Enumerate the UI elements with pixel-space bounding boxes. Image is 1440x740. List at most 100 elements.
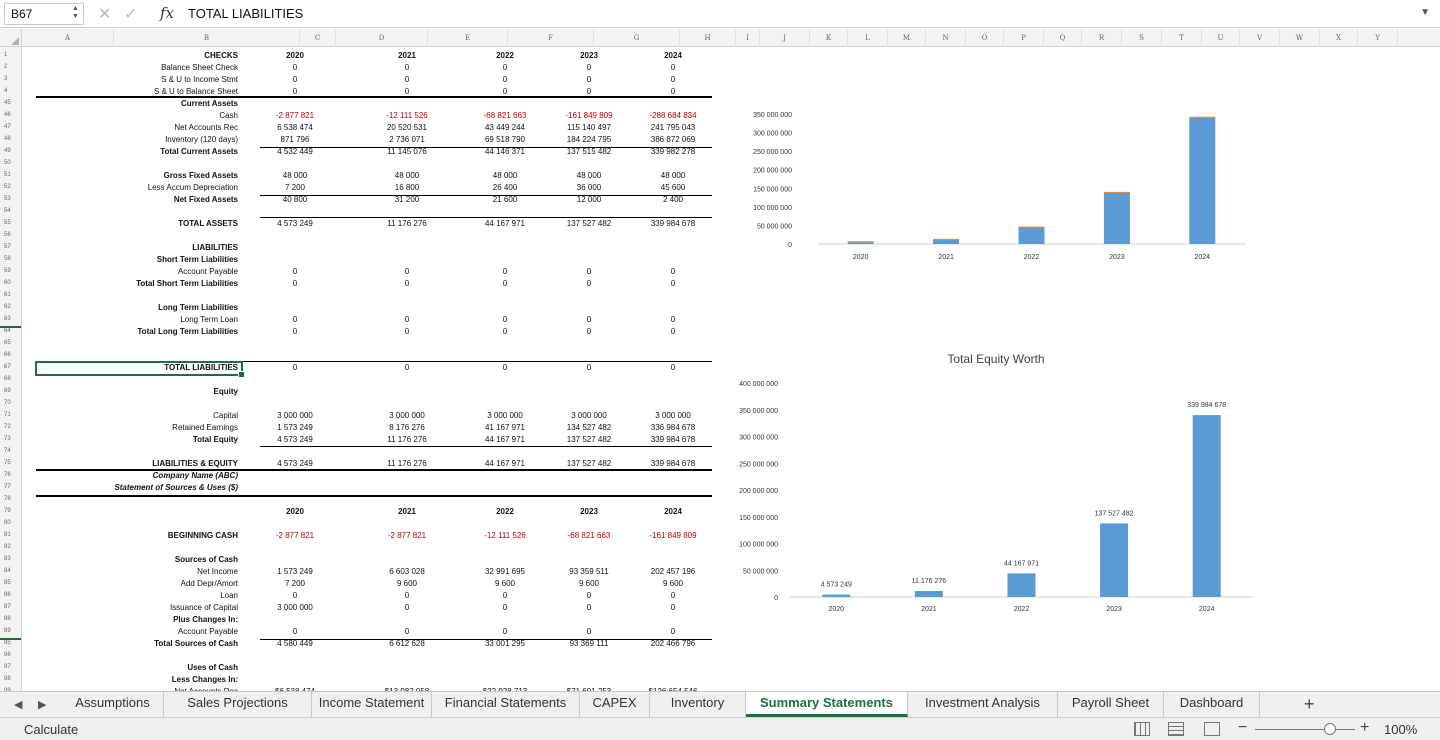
cell-value[interactable]: 0 bbox=[292, 87, 298, 96]
cell-value[interactable]: 241 795 043 bbox=[650, 123, 696, 132]
row-header[interactable]: 68 bbox=[4, 376, 11, 382]
cell-value[interactable]: $6 538 474 bbox=[260, 687, 330, 691]
cell-value[interactable]: 2 736 071 bbox=[389, 135, 425, 144]
row-header[interactable]: 61 bbox=[4, 292, 11, 298]
row-header[interactable]: 47 bbox=[4, 124, 11, 130]
cell-value[interactable]: 0 bbox=[502, 75, 508, 84]
cell-value[interactable]: 3 000 000 bbox=[571, 411, 607, 420]
column-header[interactable]: A bbox=[22, 29, 114, 47]
column-header[interactable]: L bbox=[848, 29, 888, 47]
column-header[interactable]: Q bbox=[1044, 29, 1082, 47]
cell-value[interactable]: 44 167 971 bbox=[484, 459, 526, 468]
cell-value[interactable]: 7 200 bbox=[284, 579, 306, 588]
cell-value[interactable]: 202 457 196 bbox=[650, 567, 696, 576]
bar-2024-series-2[interactable] bbox=[1189, 116, 1216, 118]
row-header[interactable]: 1 bbox=[4, 52, 8, 58]
cell-value[interactable]: 44 146 371 bbox=[484, 147, 526, 156]
confirm-icon[interactable]: ✓ bbox=[124, 6, 138, 23]
cell-value[interactable]: 0 bbox=[404, 591, 410, 600]
cell-value[interactable]: 6 612 628 bbox=[389, 639, 425, 648]
column-header[interactable]: E bbox=[428, 29, 508, 47]
add-sheet-icon[interactable]: + bbox=[1304, 694, 1315, 714]
cell-value[interactable]: 0 bbox=[292, 267, 298, 276]
cell-value[interactable]: 137 527 482 bbox=[566, 219, 612, 228]
row-header[interactable]: 48 bbox=[4, 136, 11, 142]
cell-value[interactable]: 0 bbox=[502, 603, 508, 612]
zoom-out-icon[interactable]: − bbox=[1238, 719, 1248, 736]
cell-value[interactable]: 0 bbox=[586, 603, 592, 612]
cell-value[interactable]: 336 984 678 bbox=[650, 423, 696, 432]
cell-value[interactable]: 21 600 bbox=[492, 195, 518, 204]
cell-value[interactable]: 0 bbox=[502, 627, 508, 636]
cell-value[interactable]: 137 527 482 bbox=[566, 459, 612, 468]
cell-value[interactable]: 9 600 bbox=[662, 579, 684, 588]
cell-value[interactable]: 0 bbox=[586, 327, 592, 336]
row-header[interactable]: 89 bbox=[4, 628, 11, 634]
cell-value[interactable]: 48 000 bbox=[492, 171, 518, 180]
bar-2022-series-2[interactable] bbox=[1018, 226, 1045, 228]
page-break-view-icon[interactable] bbox=[1204, 722, 1220, 736]
cell-value[interactable]: 339 982 278 bbox=[650, 147, 696, 156]
bar-2024-series-1[interactable] bbox=[1189, 117, 1216, 244]
bar-2022[interactable] bbox=[1007, 573, 1036, 597]
cell-value[interactable]: -68 821 663 bbox=[567, 531, 611, 540]
column-header[interactable]: C bbox=[300, 29, 336, 47]
row-header[interactable]: 83 bbox=[4, 556, 11, 562]
row-header[interactable]: 81 bbox=[4, 532, 11, 538]
row-header[interactable]: 62 bbox=[4, 304, 11, 310]
column-header[interactable]: G bbox=[594, 29, 680, 47]
insert-function-icon[interactable]: fx bbox=[160, 4, 175, 22]
cell-value[interactable]: 0 bbox=[292, 627, 298, 636]
row-header[interactable]: 46 bbox=[4, 112, 11, 118]
cell-value[interactable]: 339 984 678 bbox=[650, 219, 696, 228]
column-header[interactable]: H bbox=[680, 29, 736, 47]
cell-value[interactable]: $126 654 546 bbox=[638, 687, 708, 691]
sheet-tab-payroll-sheet[interactable]: Payroll Sheet bbox=[1058, 692, 1164, 717]
cell-value[interactable]: 11 176 276 bbox=[387, 459, 427, 468]
column-header[interactable]: I bbox=[736, 29, 760, 47]
row-header[interactable]: 86 bbox=[4, 592, 11, 598]
cell-value[interactable]: 339 984 678 bbox=[650, 459, 696, 468]
cell-value[interactable]: 36 000 bbox=[576, 183, 602, 192]
bar-2021[interactable] bbox=[914, 591, 943, 597]
row-header[interactable]: 88 bbox=[4, 616, 11, 622]
cell-value[interactable]: 0 bbox=[586, 627, 592, 636]
cell-value[interactable]: 0 bbox=[670, 87, 676, 96]
selected-cell-b67[interactable] bbox=[35, 361, 245, 378]
cell-value[interactable]: 0 bbox=[502, 279, 508, 288]
cell-value[interactable]: 0 bbox=[404, 75, 410, 84]
row-header[interactable]: 49 bbox=[4, 148, 11, 154]
row-header[interactable]: 85 bbox=[4, 580, 11, 586]
cell-value[interactable]: 48 000 bbox=[282, 171, 308, 180]
column-header[interactable]: J bbox=[760, 29, 810, 47]
cell-value[interactable]: 202 466 796 bbox=[650, 639, 696, 648]
cell-value[interactable]: 0 bbox=[404, 315, 410, 324]
cell-value[interactable]: 0 bbox=[586, 363, 592, 372]
cell-value[interactable]: 0 bbox=[502, 591, 508, 600]
cell-value[interactable]: 3 000 000 bbox=[487, 411, 523, 420]
row-header[interactable]: 97 bbox=[4, 664, 11, 670]
row-header[interactable]: 55 bbox=[4, 220, 11, 226]
cell-value[interactable]: 4 573 249 bbox=[277, 459, 313, 468]
row-header[interactable]: 60 bbox=[4, 280, 11, 286]
row-header[interactable]: 70 bbox=[4, 400, 11, 406]
bar-2024[interactable] bbox=[1192, 415, 1221, 597]
row-header[interactable]: 73 bbox=[4, 436, 11, 442]
cell-value[interactable]: 20 520 531 bbox=[386, 123, 428, 132]
cell-value[interactable]: 44 167 971 bbox=[484, 219, 526, 228]
sheet-tab-dashboard[interactable]: Dashboard bbox=[1164, 692, 1260, 717]
cell-value[interactable]: 134 527 482 bbox=[566, 423, 612, 432]
cell-value[interactable]: 33 001 295 bbox=[484, 639, 526, 648]
column-header[interactable]: S bbox=[1122, 29, 1162, 47]
cell-value[interactable]: 0 bbox=[502, 87, 508, 96]
bar-2021-series-1[interactable] bbox=[933, 239, 960, 244]
cell-value[interactable]: 0 bbox=[586, 63, 592, 72]
cell-value[interactable]: 4 573 249 bbox=[277, 435, 313, 444]
sheet-tab-financial-statements[interactable]: Financial Statements bbox=[432, 692, 580, 717]
cell-value[interactable]: 93 359 511 bbox=[569, 567, 609, 576]
cell-value[interactable]: 115 140 497 bbox=[567, 123, 611, 132]
cell-value[interactable]: 0 bbox=[586, 267, 592, 276]
cell-value[interactable]: 2 400 bbox=[662, 195, 684, 204]
sheet-tab-assumptions[interactable]: Assumptions bbox=[62, 692, 164, 717]
row-header[interactable]: 77 bbox=[4, 484, 11, 490]
